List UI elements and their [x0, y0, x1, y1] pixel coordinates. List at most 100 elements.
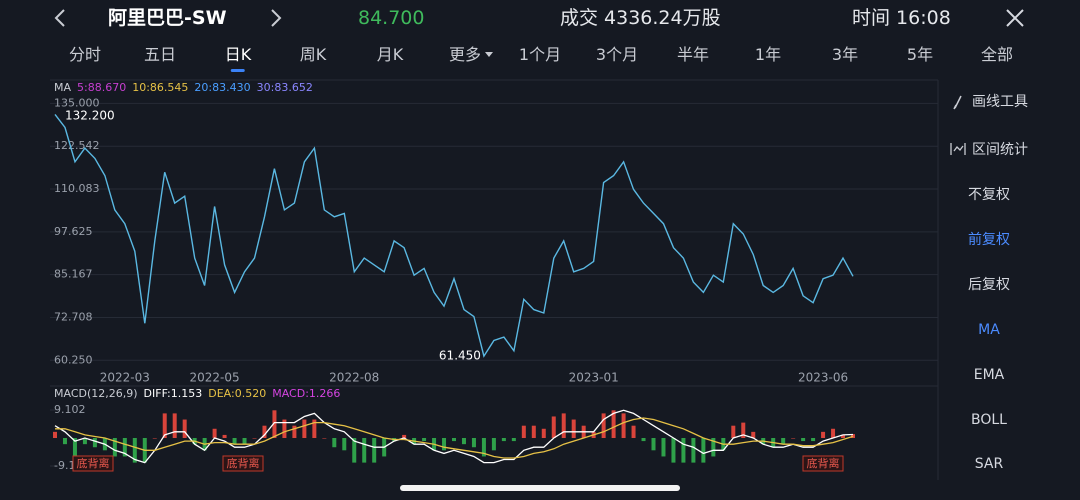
price-line	[54, 113, 854, 358]
legend-label: MACD(12,26,9)	[54, 387, 138, 400]
macd-bar	[521, 425, 526, 438]
tab[interactable]: 5年	[906, 45, 934, 64]
macd-bar	[262, 425, 267, 438]
divergence-label: 底背离	[77, 456, 110, 470]
macd-bar	[471, 438, 476, 448]
macd-bar	[222, 434, 227, 438]
macd-bar	[162, 413, 167, 438]
side-menu-item[interactable]: SAR	[974, 456, 1004, 472]
macd-bar	[791, 438, 796, 439]
macd-bar	[292, 425, 297, 438]
macd-bar	[132, 438, 137, 463]
macd-bar	[62, 438, 67, 445]
next-arrow[interactable]	[268, 8, 284, 28]
macd-bar	[422, 438, 427, 442]
macd-bar	[681, 438, 686, 463]
macd-bar	[72, 438, 77, 457]
macd-bar	[531, 425, 536, 438]
macd-bar	[841, 434, 846, 438]
side-menu-item-active[interactable]: 前复权	[968, 232, 1010, 248]
y-tick-label: 97.625	[54, 225, 93, 238]
back-arrow[interactable]	[52, 8, 68, 28]
tab-active[interactable]: 日K	[224, 45, 252, 72]
macd-bar	[452, 438, 456, 442]
macd-bar	[671, 438, 676, 463]
macd-bar	[691, 438, 696, 463]
macd-bar	[541, 428, 546, 438]
macd-bar	[342, 438, 347, 451]
x-tick-label: 2022-05	[190, 371, 240, 385]
side-menu-item[interactable]: 画线工具	[972, 94, 1028, 110]
macd-bar	[352, 438, 357, 463]
macd-bar	[601, 413, 606, 438]
x-tick-label: 2022-08	[329, 371, 379, 385]
macd-bar	[631, 425, 636, 438]
tab[interactable]: 3年	[831, 45, 859, 64]
legend-item: DIFF:1.153	[144, 387, 203, 400]
macd-bar	[322, 438, 327, 439]
macd-bar	[641, 438, 646, 442]
macd-bar	[252, 438, 257, 439]
tab[interactable]: 1年	[754, 45, 782, 64]
y-tick-label: 60.250	[54, 353, 93, 366]
x-tick-label: 2022-03	[100, 371, 150, 385]
y-tick-label: 85.167	[54, 268, 93, 281]
macd-bar	[551, 416, 556, 438]
tab[interactable]: 五日	[143, 45, 177, 64]
y-tick-label: 122.542	[54, 139, 100, 152]
x-tick-label: 2023-06	[798, 371, 848, 385]
kline-chart: MA 5:88.670 10:86.545 20:83.430 30:83.652 135…	[50, 79, 939, 480]
legend-item: 10:86.545	[132, 81, 188, 94]
side-menu-item[interactable]: BOLL	[971, 412, 1007, 428]
y-tick-label: 135.000	[54, 96, 100, 109]
legend: MA 5:88.670 10:86.545 20:83.430 30:83.652	[54, 81, 313, 94]
macd-bar	[561, 413, 566, 438]
legend-item: 5:88.670	[77, 81, 126, 94]
macd-bar	[232, 438, 237, 445]
close-button[interactable]	[1005, 8, 1025, 28]
macd-bar	[372, 438, 377, 463]
divergence-box	[802, 455, 844, 472]
macd-bar	[741, 422, 746, 438]
side-menu-item-active[interactable]: MA	[978, 322, 1000, 338]
macd-bar	[501, 438, 506, 442]
macd-bar	[242, 438, 247, 445]
tab[interactable]: 月K	[376, 45, 404, 64]
macd-bar	[302, 419, 307, 438]
macd-bar	[751, 431, 756, 438]
side-menu-item[interactable]: 后复权	[968, 277, 1010, 293]
macd-bar	[92, 438, 97, 448]
divergence-box	[222, 455, 264, 472]
tab[interactable]: 全部	[980, 45, 1014, 64]
divergence-label: 底背离	[227, 456, 260, 470]
tab[interactable]: 3个月	[595, 45, 639, 64]
diff-line	[54, 409, 854, 464]
y-tick-label: 110.083	[54, 182, 100, 195]
macd-bar	[851, 434, 855, 438]
tab[interactable]: 分时	[68, 45, 102, 64]
tab[interactable]: 周K	[299, 45, 327, 64]
macd-bar	[731, 425, 736, 438]
tab[interactable]: 更多	[448, 45, 482, 64]
macd-bar	[172, 413, 177, 438]
macd-bar	[82, 438, 87, 445]
macd-bar	[112, 438, 117, 457]
legend-label: MA	[54, 81, 71, 94]
legend-item: 30:83.652	[257, 81, 313, 94]
y-tick-label: 9.102	[54, 403, 86, 416]
tab[interactable]: 半年	[676, 45, 710, 64]
side-menu-item[interactable]: 不复权	[968, 187, 1010, 203]
dropdown-caret	[485, 52, 493, 57]
macd-bar	[661, 438, 666, 457]
side-menu-item[interactable]: 区间统计	[972, 142, 1028, 158]
legend: MACD(12,26,9) DIFF:1.153 DEA:0.520 MACD:1.2…	[54, 387, 340, 400]
tab[interactable]: 1个月	[518, 45, 562, 64]
high-label: 132.200	[65, 109, 115, 123]
volume: 成交 4336.24万股	[560, 7, 721, 29]
macd-bar	[182, 419, 187, 438]
divergence-box	[72, 455, 114, 472]
pen-icon	[953, 95, 962, 110]
side-menu-item[interactable]: EMA	[973, 367, 1005, 383]
macd-bar	[781, 438, 786, 445]
